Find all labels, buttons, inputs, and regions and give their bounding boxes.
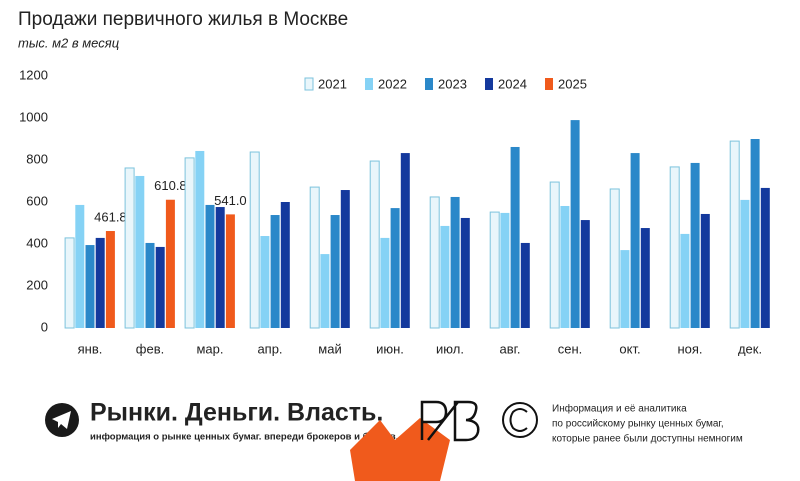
telegram-plane: [52, 411, 71, 429]
legend-swatch: [485, 78, 493, 90]
x-tick-label: окт.: [619, 341, 640, 356]
y-tick-label: 800: [26, 151, 48, 166]
bar: [105, 231, 115, 328]
tagline: информация о рынке ценных бумаг. впереди…: [90, 432, 398, 443]
bar: [460, 217, 470, 328]
bar: [135, 175, 145, 328]
bar: [184, 157, 195, 329]
bar: [155, 246, 165, 328]
x-tick-label: июл.: [436, 341, 464, 356]
x-tick-label: мар.: [196, 341, 223, 356]
bar: [340, 190, 350, 328]
bar: [85, 245, 95, 328]
legend-swatch: [545, 78, 553, 90]
x-tick-label: апр.: [257, 341, 282, 356]
bar: [64, 237, 75, 329]
y-tick-label: 600: [26, 193, 48, 208]
data-label: 610.8: [154, 178, 187, 193]
bar: [369, 160, 380, 329]
x-tick-label: янв.: [78, 341, 103, 356]
bar: [390, 208, 400, 328]
bar: [630, 153, 640, 328]
bar: [270, 215, 280, 328]
bar: [640, 228, 650, 328]
bar: [609, 188, 620, 329]
bar: [165, 199, 175, 328]
legend-label: 2021: [318, 76, 347, 91]
bar: [570, 120, 580, 328]
bar: [520, 242, 530, 328]
bar: [510, 146, 520, 328]
bar: [205, 204, 215, 328]
legend-label: 2023: [438, 76, 467, 91]
y-tick-label: 0: [41, 319, 48, 334]
bar: [680, 233, 690, 328]
bar: [669, 166, 680, 329]
legend-label: 2022: [378, 76, 407, 91]
brand: Рынки. Деньги. Власть.: [90, 399, 383, 427]
logo-circle: [502, 402, 538, 438]
legend-label: 2024: [498, 76, 527, 91]
legend-swatch: [365, 78, 373, 90]
description-line: по российскому рынку ценных бумаг,: [552, 418, 724, 430]
description-line: Информация и её аналитика: [552, 403, 687, 415]
bar: [580, 220, 590, 328]
y-tick-label: 1000: [19, 109, 48, 124]
legend-label: 2025: [558, 76, 587, 91]
x-tick-label: фев.: [136, 341, 164, 356]
x-tick-label: май: [318, 341, 341, 356]
bar: [450, 196, 460, 328]
x-tick-label: июн.: [376, 341, 404, 356]
bar: [760, 187, 770, 328]
y-tick-label: 200: [26, 277, 48, 292]
bar: [380, 237, 390, 328]
bar: [309, 186, 320, 329]
data-label: 461.8: [94, 209, 127, 224]
bar: [95, 237, 105, 328]
bar: [124, 167, 135, 329]
bar: [750, 139, 760, 328]
description-line: которые ранее были доступны немногим: [552, 433, 743, 445]
bar: [690, 162, 700, 328]
bar: [225, 214, 235, 328]
bar: [145, 242, 155, 328]
bar: [75, 204, 85, 328]
bar: [560, 205, 570, 328]
y-tick-label: 1200: [19, 67, 48, 82]
x-tick-label: дек.: [738, 341, 762, 356]
bar: [620, 250, 630, 328]
x-tick-label: ноя.: [677, 341, 702, 356]
bar: [260, 236, 270, 328]
bar: [729, 140, 740, 329]
y-tick-label: 400: [26, 235, 48, 250]
x-tick-label: сен.: [558, 341, 583, 356]
bar: [429, 196, 440, 329]
bar: [320, 254, 330, 328]
logo-shape: [350, 418, 450, 481]
chart-subtitle: тыс. м2 в месяц: [18, 35, 119, 50]
bar: [440, 225, 450, 328]
data-label: 541.0: [214, 193, 247, 208]
bar: [700, 213, 710, 328]
bar: [400, 153, 410, 328]
bar: [549, 181, 560, 329]
bar: [195, 150, 205, 328]
footer: Рынки. Деньги. Власть. информация о рынк…: [45, 399, 743, 481]
bar: [489, 211, 500, 329]
bar: [280, 202, 290, 328]
bar: [500, 212, 510, 328]
logo-c: [509, 408, 528, 432]
bar: [215, 207, 225, 328]
legend-swatch: [425, 78, 433, 90]
chart-title: Продажи первичного жилья в Москве: [18, 9, 348, 30]
logo: [420, 400, 480, 442]
legend-swatch: [304, 77, 314, 91]
bar: [249, 151, 260, 329]
bar: [740, 199, 750, 328]
x-tick-label: авг.: [500, 341, 521, 356]
bar: [330, 215, 340, 328]
